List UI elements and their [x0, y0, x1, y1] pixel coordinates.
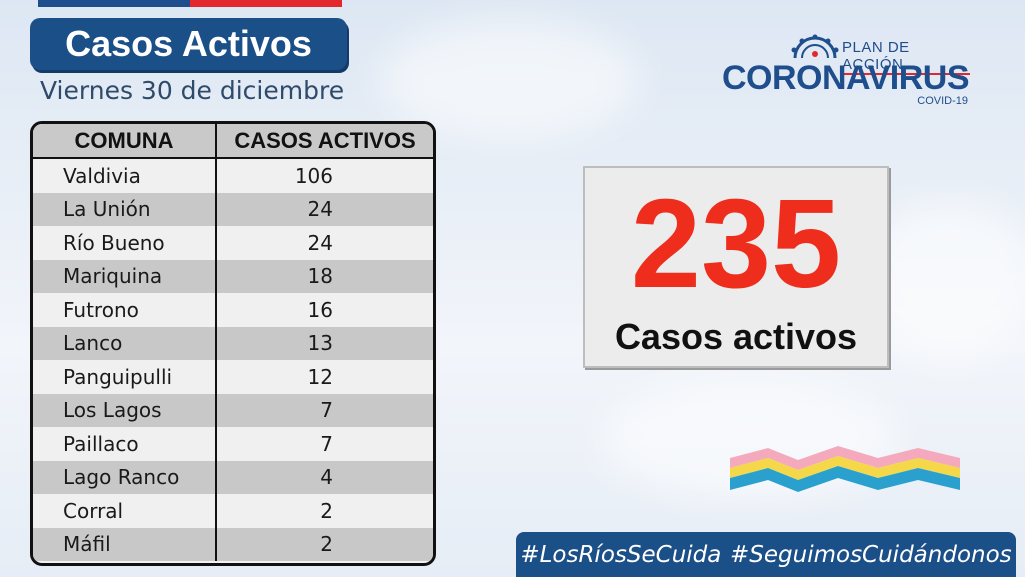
casos-cell: 16: [216, 293, 433, 327]
title-banner: Casos Activos: [30, 18, 347, 70]
cases-table: COMUNA CASOS ACTIVOS Valdivia 106 La Unió…: [30, 121, 436, 566]
table-header-row: COMUNA CASOS ACTIVOS: [33, 124, 433, 159]
table-row: Máfil 2: [33, 527, 433, 561]
casos-cell: 24: [216, 226, 433, 260]
casos-cell: 2: [216, 494, 433, 528]
comuna-cell: Mariquina: [33, 259, 217, 293]
column-header-casos: CASOS ACTIVOS: [216, 124, 433, 159]
table-row: Lanco 13: [33, 326, 433, 360]
hashtag-losrios: #LosRíosSeCuida: [520, 541, 722, 568]
flag-stripe: [38, 0, 342, 7]
page-title: Casos Activos: [65, 23, 312, 64]
comuna-cell: Río Bueno: [33, 226, 217, 260]
table-row: Los Lagos 7: [33, 393, 433, 427]
comuna-cell: La Unión: [33, 192, 217, 226]
casos-cell: 2: [216, 527, 433, 561]
casos-cell: 7: [216, 393, 433, 427]
comuna-cell: Valdivia: [33, 158, 217, 193]
table-row: Valdivia 106: [33, 158, 433, 193]
table-row: Lago Ranco 4: [33, 460, 433, 494]
comuna-cell: Futrono: [33, 293, 217, 327]
regional-wave-graphic: [730, 446, 960, 492]
casos-cell: 12: [216, 360, 433, 394]
comuna-cell: Los Lagos: [33, 393, 217, 427]
table-row: Panguipulli 12: [33, 360, 433, 394]
casos-cell: 106: [216, 158, 433, 193]
total-cases-number: 235: [630, 173, 842, 314]
comuna-cell: Corral: [33, 494, 217, 528]
plan-coronavirus-logo: PLAN DE ACCIÓN CORONAVIRUS COVID-19: [722, 34, 970, 114]
table-row: Mariquina 18: [33, 259, 433, 293]
comuna-cell: Panguipulli: [33, 360, 217, 394]
casos-cell: 13: [216, 326, 433, 360]
casos-cell: 7: [216, 427, 433, 461]
logo-plan-text: PLAN DE ACCIÓN: [842, 39, 970, 75]
hashtag-seguimos: #SeguimosCuidándonos: [730, 541, 1012, 568]
report-date: Viernes 30 de diciembre: [40, 76, 345, 105]
table-row: La Unión 24: [33, 192, 433, 226]
total-cases-card: 235 Casos activos: [583, 166, 889, 368]
table-row: Corral 2: [33, 494, 433, 528]
casos-cell: 4: [216, 460, 433, 494]
virus-icon: [791, 34, 839, 58]
table-row: Futrono 16: [33, 293, 433, 327]
comuna-cell: Máfil: [33, 527, 217, 561]
table-row: Paillaco 7: [33, 427, 433, 461]
total-cases-label: Casos activos: [614, 316, 858, 357]
column-header-comuna: COMUNA: [33, 124, 217, 159]
hashtag-bar: #LosRíosSeCuida #SeguimosCuidándonos: [516, 532, 1016, 577]
logo-subtitle: COVID-19: [917, 95, 968, 107]
comuna-cell: Paillaco: [33, 427, 217, 461]
logo-name: CORONAVIRUS: [722, 59, 970, 97]
comuna-cell: Lago Ranco: [33, 460, 217, 494]
casos-cell: 24: [216, 192, 433, 226]
comuna-cell: Lanco: [33, 326, 217, 360]
table-row: Río Bueno 24: [33, 226, 433, 260]
casos-cell: 18: [216, 259, 433, 293]
